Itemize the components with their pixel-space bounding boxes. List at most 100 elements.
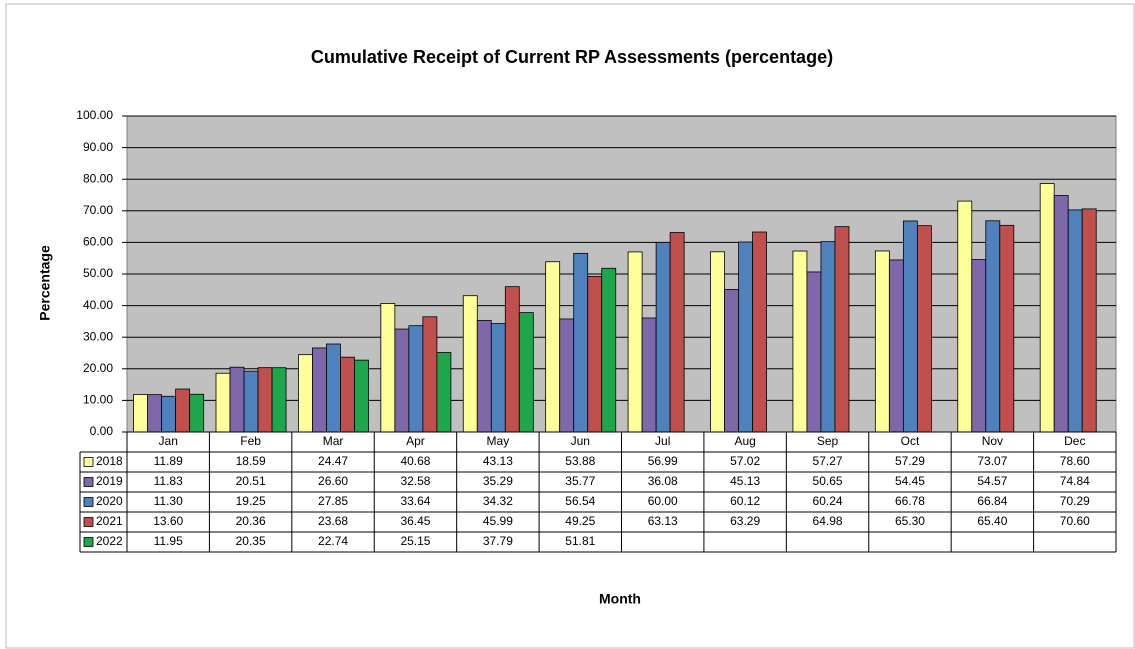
bar xyxy=(436,352,452,433)
bar xyxy=(408,325,424,433)
table-cell: 60.12 xyxy=(730,494,760,508)
bar xyxy=(1039,183,1055,433)
bar xyxy=(559,318,575,433)
bar xyxy=(147,394,163,433)
table-cell: 56.54 xyxy=(565,494,595,508)
table-cell: 54.45 xyxy=(895,474,925,488)
bar xyxy=(133,394,149,433)
bar xyxy=(957,200,973,433)
table-cell: 45.99 xyxy=(483,514,513,528)
y-tick-label: 30.00 xyxy=(83,329,113,343)
table-cell: 66.84 xyxy=(977,494,1007,508)
table-cell: 35.29 xyxy=(483,474,513,488)
bar xyxy=(710,251,725,433)
bar xyxy=(1067,209,1083,433)
chart-title: Cumulative Receipt of Current RP Assessm… xyxy=(311,47,833,67)
table-cell: 65.30 xyxy=(895,514,925,528)
bar xyxy=(834,226,850,433)
bar xyxy=(655,241,671,433)
bar xyxy=(189,393,205,433)
legend-label: 2018 xyxy=(96,454,123,468)
bar xyxy=(504,286,520,433)
table-cell: 73.07 xyxy=(977,454,1007,468)
table-cell: 24.47 xyxy=(318,454,348,468)
legend-label: 2020 xyxy=(96,494,123,508)
table-cell: 18.59 xyxy=(236,454,266,468)
table-cell: 57.29 xyxy=(895,454,925,468)
x-tick-label: Aug xyxy=(734,434,755,448)
bar xyxy=(820,241,836,433)
bar xyxy=(175,388,191,433)
bar xyxy=(587,275,603,433)
legend-label: 2022 xyxy=(96,534,123,548)
bar xyxy=(627,251,643,433)
legend-swatch xyxy=(83,477,94,487)
table-cell: 11.30 xyxy=(154,494,183,508)
table-cell: 20.35 xyxy=(236,534,266,548)
y-axis-label: Percentage xyxy=(37,245,53,321)
y-tick-label: 100.00 xyxy=(76,108,113,122)
bar xyxy=(985,220,1001,433)
bar xyxy=(354,359,369,433)
x-tick-label: Jan xyxy=(159,434,178,448)
bar xyxy=(806,271,822,433)
bar xyxy=(243,370,259,433)
bar xyxy=(724,288,739,433)
y-tick-label: 80.00 xyxy=(83,171,113,185)
legend-swatch xyxy=(83,497,94,507)
table-cell: 11.95 xyxy=(154,534,183,548)
table-cell: 51.81 xyxy=(565,534,595,548)
bar xyxy=(916,225,932,433)
bar xyxy=(601,267,617,433)
bar xyxy=(573,252,589,433)
bar xyxy=(490,323,506,433)
table-cell: 66.78 xyxy=(895,494,925,508)
table-cell: 56.99 xyxy=(648,454,678,468)
x-tick-label: May xyxy=(487,434,510,448)
table-cell: 36.45 xyxy=(400,514,430,528)
table-cell: 11.83 xyxy=(154,474,183,488)
table-cell: 33.64 xyxy=(400,494,430,508)
table-cell: 57.02 xyxy=(730,454,760,468)
table-cell: 22.74 xyxy=(318,534,348,548)
x-axis-label: Month xyxy=(599,591,641,607)
bar xyxy=(312,347,327,433)
x-tick-label: Feb xyxy=(240,434,261,448)
table-cell: 70.60 xyxy=(1060,514,1090,528)
x-tick-label: Oct xyxy=(901,434,920,448)
bar xyxy=(462,295,478,433)
table-cell: 37.79 xyxy=(483,534,513,548)
table-cell: 57.27 xyxy=(813,454,843,468)
table-cell: 64.98 xyxy=(813,514,843,528)
bar xyxy=(902,220,918,433)
y-tick-label: 40.00 xyxy=(83,298,113,312)
bar xyxy=(738,241,753,433)
bar xyxy=(1081,208,1097,433)
legend-swatch xyxy=(83,457,94,467)
table-cell: 32.58 xyxy=(400,474,430,488)
y-tick-label: 50.00 xyxy=(83,266,113,280)
table-cell: 53.88 xyxy=(565,454,595,468)
legend-label: 2021 xyxy=(96,514,123,528)
bar xyxy=(161,395,177,433)
bar xyxy=(971,259,987,433)
table-cell: 74.84 xyxy=(1060,474,1090,488)
bar xyxy=(394,328,410,433)
bar xyxy=(340,356,355,433)
bar xyxy=(422,316,438,433)
y-tick-label: 70.00 xyxy=(83,203,113,217)
bar xyxy=(874,250,890,433)
table-cell: 54.57 xyxy=(977,474,1007,488)
table-cell: 26.60 xyxy=(318,474,348,488)
legend-swatch xyxy=(83,517,94,527)
x-tick-label: Mar xyxy=(323,434,344,448)
table-cell: 23.68 xyxy=(318,514,348,528)
bar xyxy=(888,259,904,433)
table-cell: 20.51 xyxy=(236,474,266,488)
bar xyxy=(792,250,808,433)
bar xyxy=(326,343,341,433)
table-cell: 20.36 xyxy=(236,514,266,528)
bar xyxy=(999,224,1015,433)
x-tick-label: Jun xyxy=(571,434,590,448)
